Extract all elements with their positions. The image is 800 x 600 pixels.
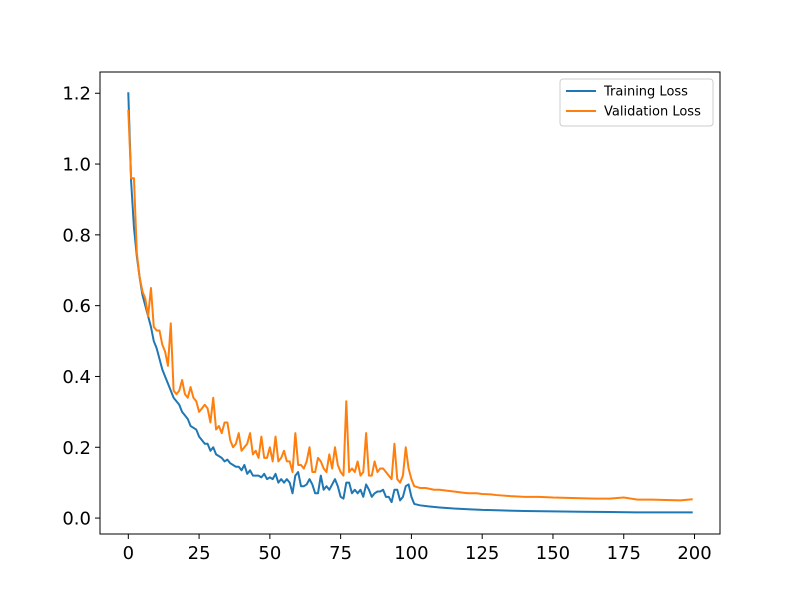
legend-box [559,78,714,127]
x-tick-label: 0 [123,543,134,564]
legend: Training Loss Validation Loss [559,78,714,127]
x-tick-label: 100 [394,543,428,564]
validation-loss-line [127,109,693,502]
training-loss-line [127,92,693,514]
x-tick-label: 50 [258,543,281,564]
x-tick-label: 150 [536,543,570,564]
y-tick-label: 1.0 [62,155,91,176]
series-layer [127,92,693,514]
x-tick-label: 200 [677,543,711,564]
x-tick-label: 25 [188,543,211,564]
x-tick-label: 125 [465,543,499,564]
legend-label-validation: Validation Loss [604,105,701,120]
legend-label-training: Training Loss [603,85,688,100]
x-tick-label: 75 [329,543,352,564]
y-axis-ticks: 0.0 0.2 0.4 0.6 0.8 1.0 1.2 [62,84,100,530]
plot-area-frame [99,71,721,535]
y-tick-label: 1.2 [62,84,91,105]
y-tick-label: 0.8 [62,225,91,246]
y-tick-label: 0.6 [62,296,91,317]
x-axis-ticks: 0 25 50 75 100 125 150 175 200 [123,534,712,564]
y-tick-label: 0.0 [62,509,91,530]
y-tick-label: 0.2 [62,438,91,459]
x-tick-label: 175 [607,543,641,564]
y-tick-label: 0.4 [62,367,91,388]
